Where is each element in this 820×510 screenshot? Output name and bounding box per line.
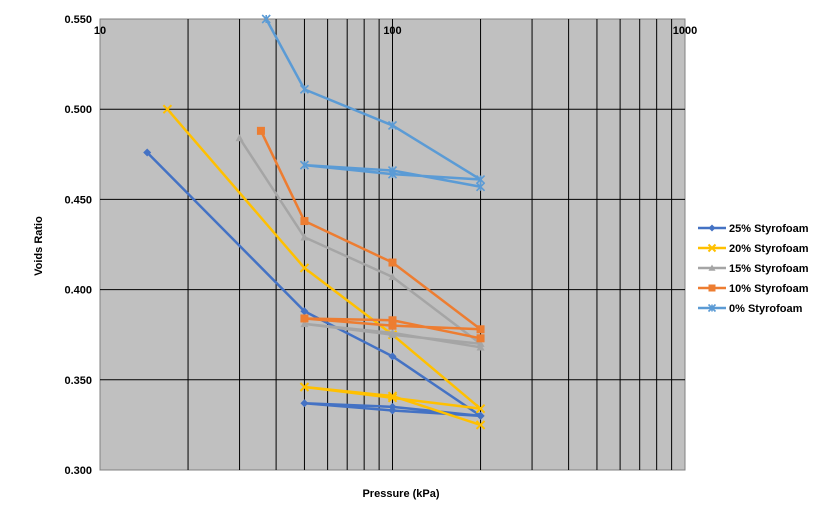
- data-point: [475, 403, 486, 414]
- gridlines: [100, 19, 685, 470]
- legend-item: 0% Styrofoam: [698, 303, 803, 315]
- data-point: [708, 224, 716, 232]
- data-point: [387, 165, 398, 176]
- x-tick-label: 1000: [673, 25, 697, 37]
- data-point: [300, 319, 309, 328]
- data-point: [388, 258, 397, 267]
- y-tick-label: 0.300: [64, 465, 92, 477]
- data-point: [300, 314, 309, 323]
- y-tick-label: 0.550: [64, 14, 92, 26]
- y-axis-title: Voids Ratio: [33, 216, 45, 276]
- data-point: [708, 264, 716, 271]
- legend-label: 15% Styrofoam: [729, 263, 809, 275]
- data-point: [387, 120, 398, 131]
- legend-label: 20% Styrofoam: [729, 243, 809, 255]
- data-point: [707, 303, 717, 313]
- data-point: [261, 14, 271, 24]
- data-point: [476, 343, 485, 351]
- legend: 25% Styrofoam 20% Styrofoam 15% Styrofoam 1…: [698, 223, 809, 315]
- y-tick-label: 0.450: [64, 194, 92, 206]
- data-point: [475, 182, 486, 192]
- data-point: [256, 126, 265, 135]
- data-point: [475, 174, 486, 185]
- data-point: [388, 328, 397, 337]
- data-point: [388, 406, 397, 415]
- data-point: [476, 334, 485, 343]
- data-point: [299, 382, 310, 392]
- data-point: [162, 104, 173, 114]
- data-point: [299, 84, 310, 94]
- data-point: [300, 399, 309, 408]
- series-line: [238, 137, 482, 349]
- data-point: [387, 391, 398, 401]
- data-point: [143, 148, 152, 157]
- legend-label: 25% Styrofoam: [729, 223, 809, 235]
- legend-item: 15% Styrofoam: [698, 263, 809, 275]
- x-tick-label: 100: [383, 25, 401, 37]
- data-point: [388, 321, 397, 330]
- data-point: [708, 284, 716, 292]
- data-point: [235, 134, 244, 142]
- y-tick-label: 0.400: [64, 285, 92, 297]
- data-point: [388, 272, 397, 281]
- data-point: [476, 339, 485, 347]
- data-point: [387, 393, 398, 403]
- series-10-styrofoam: [256, 126, 485, 343]
- legend-label: 10% Styrofoam: [729, 283, 809, 295]
- series-line: [259, 130, 482, 340]
- data-point: [476, 325, 485, 334]
- legend-item: 20% Styrofoam: [698, 243, 809, 255]
- y-tick-label: 0.350: [64, 375, 92, 387]
- legend-item: 10% Styrofoam: [698, 283, 809, 295]
- data-point: [299, 263, 310, 273]
- y-tick-label: 0.500: [64, 104, 92, 116]
- series-line: [265, 18, 482, 189]
- data-point: [476, 411, 485, 420]
- data-point: [299, 160, 310, 170]
- series-0-styrofoam: [261, 14, 486, 192]
- x-tick-labels: 10 100 1000: [94, 25, 697, 37]
- series-20-styrofoam: [162, 104, 486, 430]
- series-line: [166, 108, 482, 427]
- series-15-styrofoam: [235, 134, 485, 351]
- x-axis-title: Pressure (kPa): [362, 488, 439, 500]
- x-tick-label: 10: [94, 25, 106, 37]
- data-point: [388, 316, 397, 325]
- data-point: [300, 233, 309, 241]
- data-point: [707, 243, 717, 253]
- data-point: [475, 420, 486, 430]
- y-tick-labels: 0.300 0.350 0.400 0.450 0.500 0.550: [64, 14, 92, 477]
- data-point: [300, 217, 309, 226]
- series-layer: [143, 14, 486, 430]
- data-point: [388, 352, 397, 361]
- legend-label: 0% Styrofoam: [729, 303, 803, 315]
- data-point: [300, 307, 309, 316]
- legend-item: 25% Styrofoam: [698, 223, 809, 235]
